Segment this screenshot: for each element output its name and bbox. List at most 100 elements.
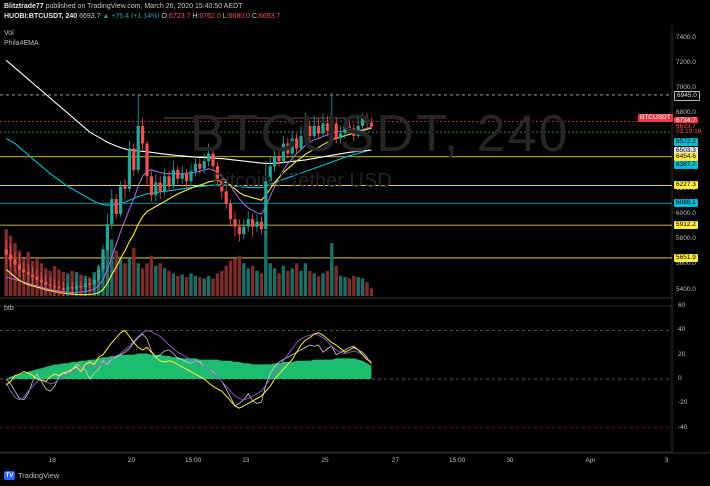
volume-bar <box>171 273 176 296</box>
volume-bar <box>259 273 264 296</box>
volume-bar <box>154 265 158 296</box>
price-tag: 03:19:16 <box>674 128 704 137</box>
tradingview-logo-icon: TV <box>4 471 15 480</box>
candle-body <box>189 171 193 182</box>
volume-bar <box>211 278 215 296</box>
time-axis-label: 27 <box>391 457 400 464</box>
candle-body <box>255 221 259 227</box>
volume-bar <box>184 277 189 296</box>
volume-bar <box>312 273 316 296</box>
time-axis-label: 3 <box>664 457 669 464</box>
candle-body <box>347 125 351 129</box>
publish-text: published on TradingView.com, March 26, … <box>45 3 243 10</box>
candle-body <box>220 178 224 192</box>
volume-bar <box>277 273 281 296</box>
volume-bar <box>255 270 259 296</box>
candle-body <box>361 118 365 126</box>
volume-bar <box>215 273 220 296</box>
volume-bar <box>250 265 255 296</box>
candle-body <box>317 125 321 134</box>
candle-body <box>97 269 101 280</box>
candle-body <box>242 226 246 235</box>
candle-body <box>303 125 307 136</box>
volume-bar <box>299 270 303 296</box>
ema-purple-line <box>6 126 372 294</box>
volume-legend[interactable]: Vol <box>4 30 14 37</box>
volume-bar <box>132 248 136 296</box>
candle-body <box>127 148 131 189</box>
candle-body <box>26 272 30 275</box>
volume-bar <box>268 263 272 296</box>
volume-bar <box>110 239 114 296</box>
oscillator-axis-label: 60 <box>678 302 686 310</box>
candle-body <box>132 148 136 170</box>
author-name[interactable]: Blitztrade77 <box>4 3 44 10</box>
candle-body <box>105 224 109 250</box>
candle-body <box>339 133 343 139</box>
candle-body <box>290 138 294 154</box>
time-axis-label: 15:00 <box>449 457 466 464</box>
volume-bar <box>220 270 224 296</box>
volume-bar <box>286 270 290 296</box>
candle-body <box>171 169 175 187</box>
volume-bar <box>123 263 127 296</box>
candle-body <box>13 259 17 265</box>
volume-bar <box>136 263 140 296</box>
candle-body <box>237 226 241 235</box>
volume-bar <box>264 230 268 296</box>
volume-bar <box>334 265 338 296</box>
ema-legend[interactable]: Phila4EMA <box>4 40 39 47</box>
candle-body <box>185 173 189 182</box>
candle-body <box>251 219 255 227</box>
price-tag: 6227.3 <box>674 181 698 190</box>
price-tag: 6693.7 <box>674 122 698 131</box>
volume-bar <box>365 282 369 296</box>
price-tag: 5651.9 <box>674 253 698 262</box>
candle-body <box>224 191 228 204</box>
candle-body <box>4 249 8 255</box>
volume-bar <box>281 265 286 296</box>
volume-bar <box>224 265 228 296</box>
time-axis-label: 30 <box>506 457 514 464</box>
volume-bar <box>101 255 105 296</box>
volume-bar <box>180 274 184 296</box>
symbol-info-line: HUOBI:BTCUSDT, 240 6693.7 ▲ +75.4 (+1.14… <box>4 13 280 20</box>
volume-bar <box>330 243 334 296</box>
candle-body <box>39 279 43 283</box>
candle-body <box>57 287 61 289</box>
candle-body <box>61 288 65 290</box>
symbol-price-tag: BTCUSDT <box>638 114 673 123</box>
volume-bar <box>149 255 154 296</box>
time-axis-label: 15:00 <box>185 457 202 464</box>
symbol-name[interactable]: HUOBI:BTCUSDT, 240 <box>4 13 78 20</box>
oscillator-legend[interactable]: btb <box>4 305 14 312</box>
volume-bar <box>321 273 325 296</box>
volume-bar <box>140 268 145 296</box>
candle-body <box>119 186 123 215</box>
oscillator-white-line <box>5 333 372 407</box>
volume-bar <box>158 263 162 296</box>
candle-body <box>246 219 250 227</box>
candle-body <box>273 156 277 167</box>
price-tag: 6503.3 <box>674 146 698 155</box>
volume-bar <box>206 275 211 296</box>
candle-body <box>325 123 329 131</box>
price-tag: 6387.7 <box>674 161 698 170</box>
candle-body <box>17 264 21 270</box>
candle-body <box>365 118 369 124</box>
volume-bar <box>343 277 347 296</box>
candle-body <box>149 176 153 196</box>
oscillator-axis-label: -20 <box>678 399 688 407</box>
low-label: L: <box>222 13 229 20</box>
close-label: C: <box>251 13 259 20</box>
price-tag: 6572.2 <box>674 137 698 146</box>
candle-body <box>176 169 180 179</box>
ema-cyan-line <box>5 137 372 206</box>
candle-body <box>207 153 211 162</box>
footer: TV TradingView <box>4 471 59 480</box>
volume-bar <box>233 258 237 296</box>
volume-bar <box>189 273 193 296</box>
candle-body <box>83 283 87 288</box>
time-axis-label: 25 <box>321 457 329 464</box>
